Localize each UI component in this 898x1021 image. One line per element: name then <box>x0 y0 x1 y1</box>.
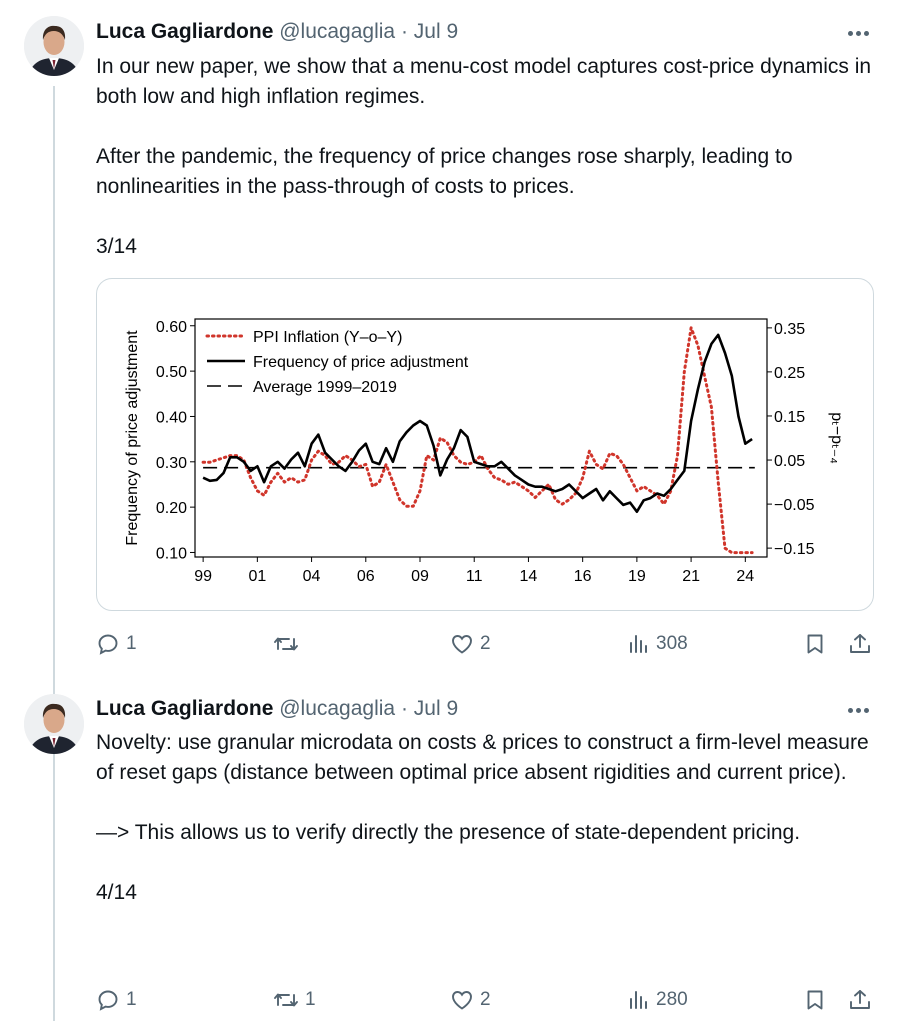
frequency-ppi-chart: 0.60 0.50 0.40 0.30 0.20 0.10 0.35 0.25 0.15 0.05… <box>124 318 845 585</box>
tweet-actions: 1 1 2 280 <box>96 985 886 1015</box>
x-tick-label: 09 <box>411 568 429 585</box>
author-handle[interactable]: @lucagaglia <box>279 697 396 720</box>
x-tick-label: 04 <box>303 568 321 585</box>
views-button[interactable]: 308 <box>626 629 688 659</box>
heart-icon <box>452 635 472 654</box>
avatar-image <box>24 16 84 76</box>
more-options-button[interactable] <box>847 22 873 42</box>
right-tick-label: 0.25 <box>774 365 805 382</box>
more-dot <box>864 31 869 36</box>
left-tick-label: 0.10 <box>156 545 187 562</box>
tweet-date[interactable]: Jul 9 <box>413 20 459 43</box>
share-icon <box>850 990 870 1009</box>
retweet-icon <box>274 637 298 651</box>
series-line-dotted <box>201 326 754 555</box>
x-tick-label: 14 <box>520 568 538 585</box>
x-tick-label: 21 <box>682 568 700 585</box>
x-tick-label: 19 <box>628 568 646 585</box>
like-count: 2 <box>480 989 491 1010</box>
bookmark-button[interactable] <box>803 629 827 659</box>
thread-counter: 3/14 <box>96 235 137 258</box>
right-tick-label: 0.05 <box>774 453 805 470</box>
thread-connector-line <box>53 86 55 1021</box>
author-name[interactable]: Luca Gagliardone <box>96 697 274 720</box>
views-button[interactable]: 280 <box>626 985 688 1015</box>
tweet-paragraph: —> This allows us to verify directly the… <box>96 821 801 844</box>
more-options-button[interactable] <box>847 699 873 719</box>
view-count: 280 <box>656 989 688 1010</box>
like-count: 2 <box>480 633 491 654</box>
x-tick-label: 16 <box>574 568 592 585</box>
tweet-paragraph: After the pandemic, the frequency of pri… <box>96 145 799 198</box>
retweet-icon <box>274 993 298 1007</box>
tweet-paragraph: In our new paper, we show that a menu-co… <box>96 55 877 108</box>
retweet-button[interactable] <box>273 629 305 659</box>
right-tick-label: −0.05 <box>774 497 815 514</box>
views-chart-icon <box>630 635 647 653</box>
plot-frame <box>194 318 768 558</box>
more-dot <box>848 708 853 713</box>
tweet-header: Luca Gagliardone @lucagaglia · Jul 9 <box>96 18 458 46</box>
left-tick-label: 0.50 <box>156 364 187 381</box>
legend-label: Frequency of price adjustment <box>253 354 469 371</box>
author-handle[interactable]: @lucagaglia <box>279 20 396 43</box>
left-tick-label: 0.40 <box>156 409 187 426</box>
tweet-4-of-14[interactable]: Luca Gagliardone @lucagaglia · Jul 9 Nov… <box>0 680 898 1021</box>
avatar-image <box>24 694 84 754</box>
thread-counter: 4/14 <box>96 881 137 904</box>
right-axis-label: pₜ−pₜ₋₄ <box>828 412 845 464</box>
left-tick-label: 0.20 <box>156 500 187 517</box>
share-button[interactable] <box>847 985 873 1015</box>
like-button[interactable]: 2 <box>450 985 491 1015</box>
bookmark-button[interactable] <box>803 985 827 1015</box>
reply-button[interactable]: 1 <box>96 629 137 659</box>
more-dot <box>856 708 861 713</box>
avatar[interactable] <box>24 694 84 754</box>
tweet-text: In our new paper, we show that a menu-co… <box>96 52 876 262</box>
author-name[interactable]: Luca Gagliardone <box>96 20 274 43</box>
like-button[interactable]: 2 <box>450 629 491 659</box>
more-dot <box>856 31 861 36</box>
separator-dot: · <box>400 20 408 43</box>
bookmark-icon <box>807 990 823 1010</box>
retweet-count: 1 <box>305 989 316 1010</box>
tweet-paragraph: Novelty: use granular microdata on costs… <box>96 731 875 784</box>
views-chart-icon <box>630 991 647 1009</box>
right-tick-label: 0.15 <box>774 409 805 426</box>
tweet-date[interactable]: Jul 9 <box>413 697 459 720</box>
bookmark-icon <box>807 634 823 654</box>
separator-dot: · <box>400 697 408 720</box>
right-tick-label: −0.15 <box>774 541 815 558</box>
avatar[interactable] <box>24 16 84 76</box>
reply-count: 1 <box>126 633 137 654</box>
heart-icon <box>452 991 472 1010</box>
x-tick-label: 99 <box>194 568 212 585</box>
tweet-text: Novelty: use granular microdata on costs… <box>96 728 876 908</box>
legend-label: PPI Inflation (Y–o–Y) <box>253 329 402 346</box>
reply-icon <box>98 634 118 655</box>
share-icon <box>850 634 870 653</box>
left-tick-label: 0.60 <box>156 319 187 336</box>
series-line-solid <box>202 333 753 513</box>
x-tick-label: 24 <box>736 568 754 585</box>
x-tick-label: 01 <box>248 568 266 585</box>
x-tick-label: 06 <box>357 568 375 585</box>
left-axis-label: Frequency of price adjustment <box>124 330 141 546</box>
retweet-button[interactable]: 1 <box>273 985 316 1015</box>
reply-count: 1 <box>126 989 137 1010</box>
chart-image[interactable]: 0.60 0.50 0.40 0.30 0.20 0.10 0.35 0.25 0.15 0.05… <box>96 278 874 611</box>
tweet-actions: 1 2 308 <box>96 629 886 659</box>
more-dot <box>848 31 853 36</box>
tweet-header: Luca Gagliardone @lucagaglia · Jul 9 <box>96 695 458 723</box>
more-dot <box>864 708 869 713</box>
right-tick-label: 0.35 <box>774 321 805 338</box>
tweet-3-of-14[interactable]: Luca Gagliardone @lucagaglia · Jul 9 In … <box>0 0 898 680</box>
reply-button[interactable]: 1 <box>96 985 137 1015</box>
legend-label: Average 1999–2019 <box>253 379 397 396</box>
x-tick-label: 11 <box>466 568 483 585</box>
reply-icon <box>98 990 118 1011</box>
share-button[interactable] <box>847 629 873 659</box>
left-tick-label: 0.30 <box>156 455 187 472</box>
view-count: 308 <box>656 633 688 654</box>
